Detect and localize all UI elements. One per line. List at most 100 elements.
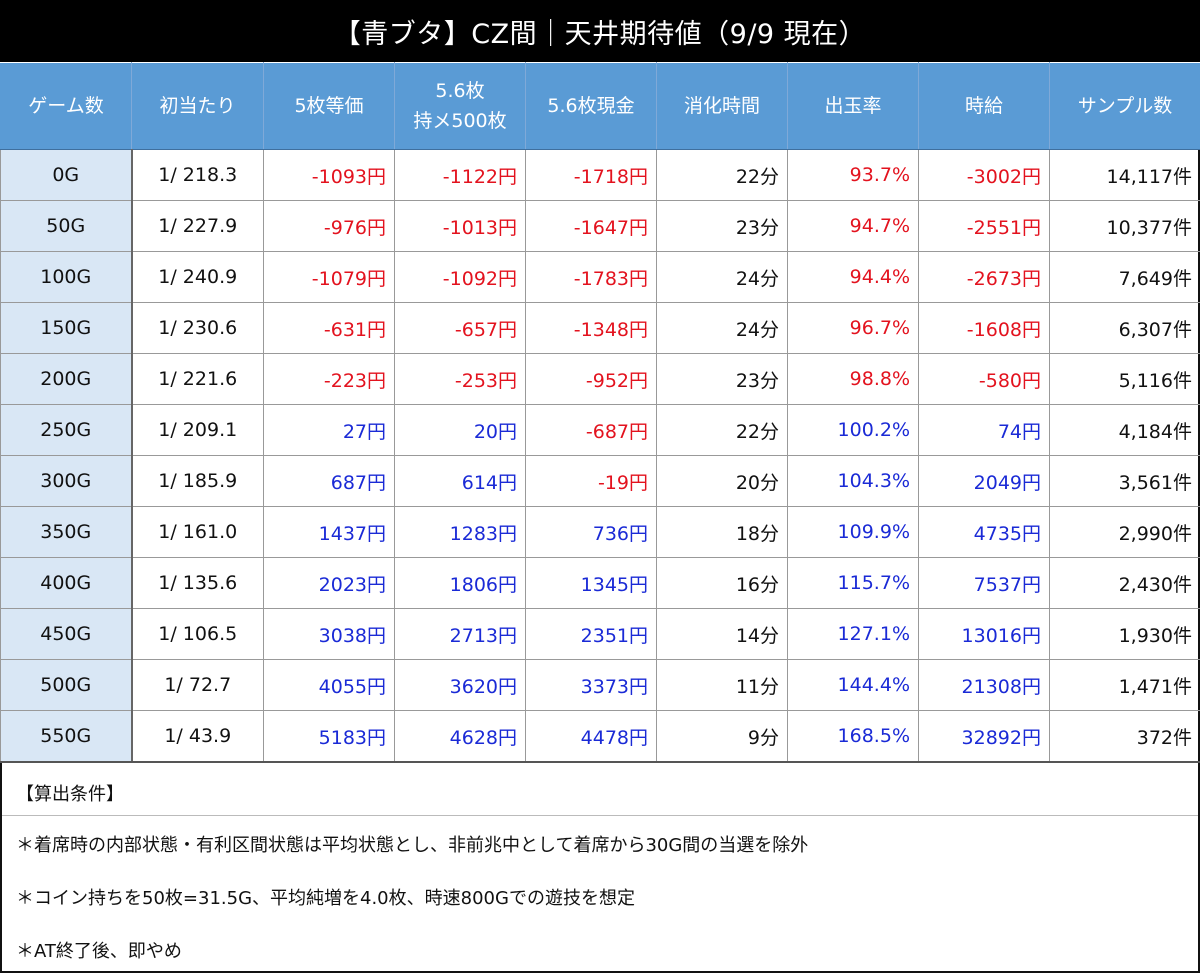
play-time-cell: 16分 <box>657 558 788 609</box>
game-count-cell: 500G <box>1 660 132 711</box>
play-time-cell: 23分 <box>657 354 788 405</box>
play-time-cell: 24分 <box>657 303 788 354</box>
hold-medal-cell: -657円 <box>395 303 526 354</box>
conditions-heading: 【算出条件】 <box>2 770 1198 816</box>
first-hit-cell: 1/ 135.6 <box>132 558 264 609</box>
hold-medal-cell: 1283円 <box>395 507 526 558</box>
column-header-line: サンプル数 <box>1050 91 1200 121</box>
payout-rate-cell: 93.7% <box>788 150 919 201</box>
column-header-line: 初当たり <box>132 91 263 121</box>
payout-rate-cell: 109.9% <box>788 507 919 558</box>
game-count-cell: 0G <box>1 150 132 201</box>
first-hit-cell: 1/ 185.9 <box>132 456 264 507</box>
game-count-cell: 350G <box>1 507 132 558</box>
sample-count-cell: 1,471件 <box>1050 660 1200 711</box>
payout-rate-cell: 127.1% <box>788 609 919 660</box>
hourly-wage-cell: 74円 <box>919 405 1050 456</box>
equal-5-cell: 1437円 <box>264 507 395 558</box>
hourly-wage-cell: 13016円 <box>919 609 1050 660</box>
play-time-cell: 22分 <box>657 405 788 456</box>
condition-note: ＊着席時の内部状態・有利区間状態は平均状態とし、非前兆中として着席から30G間の… <box>16 817 1198 870</box>
sample-count-cell: 372件 <box>1050 711 1200 763</box>
column-header-play-time: 消化時間 <box>657 63 788 150</box>
cash-cell: 4478円 <box>526 711 657 763</box>
first-hit-cell: 1/ 43.9 <box>132 711 264 763</box>
equal-5-cell: 3038円 <box>264 609 395 660</box>
play-time-cell: 20分 <box>657 456 788 507</box>
page-title: 【青ブタ】CZ間｜天井期待値（9/9 現在） <box>0 0 1200 62</box>
cash-cell: -1783円 <box>526 252 657 303</box>
equal-5-cell: -976円 <box>264 201 395 252</box>
cash-cell: -19円 <box>526 456 657 507</box>
column-header-line: 消化時間 <box>657 91 787 121</box>
column-header-game-count: ゲーム数 <box>1 63 132 150</box>
game-count-cell: 200G <box>1 354 132 405</box>
column-header-sample-count: サンプル数 <box>1050 63 1200 150</box>
equal-5-cell: -631円 <box>264 303 395 354</box>
hold-medal-cell: -1092円 <box>395 252 526 303</box>
play-time-cell: 14分 <box>657 609 788 660</box>
hourly-wage-cell: -3002円 <box>919 150 1050 201</box>
hourly-wage-cell: 4735円 <box>919 507 1050 558</box>
payout-rate-cell: 168.5% <box>788 711 919 763</box>
play-time-cell: 22分 <box>657 150 788 201</box>
equal-5-cell: 27円 <box>264 405 395 456</box>
payout-rate-cell: 104.3% <box>788 456 919 507</box>
hourly-wage-cell: 2049円 <box>919 456 1050 507</box>
cash-cell: 736円 <box>526 507 657 558</box>
hold-medal-cell: 3620円 <box>395 660 526 711</box>
column-header-line: 5.6枚 <box>395 76 525 106</box>
equal-5-cell: 2023円 <box>264 558 395 609</box>
sample-count-cell: 6,307件 <box>1050 303 1200 354</box>
hourly-wage-cell: 32892円 <box>919 711 1050 763</box>
sample-count-cell: 3,561件 <box>1050 456 1200 507</box>
sample-count-cell: 7,649件 <box>1050 252 1200 303</box>
cash-cell: -1718円 <box>526 150 657 201</box>
first-hit-cell: 1/ 240.9 <box>132 252 264 303</box>
game-count-cell: 100G <box>1 252 132 303</box>
hold-medal-cell: 4628円 <box>395 711 526 763</box>
game-count-cell: 150G <box>1 303 132 354</box>
first-hit-cell: 1/ 221.6 <box>132 354 264 405</box>
cash-cell: 1345円 <box>526 558 657 609</box>
column-header-line: 持メ500枚 <box>395 106 525 136</box>
payout-rate-cell: 96.7% <box>788 303 919 354</box>
column-header-hold-medal-500: 5.6枚持メ500枚 <box>395 63 526 150</box>
play-time-cell: 18分 <box>657 507 788 558</box>
cash-cell: -687円 <box>526 405 657 456</box>
game-count-cell: 550G <box>1 711 132 763</box>
column-header-line: ゲーム数 <box>1 91 131 121</box>
game-count-cell: 400G <box>1 558 132 609</box>
sample-count-cell: 10,377件 <box>1050 201 1200 252</box>
payout-rate-cell: 94.7% <box>788 201 919 252</box>
equal-5-cell: -1079円 <box>264 252 395 303</box>
sample-count-cell: 5,116件 <box>1050 354 1200 405</box>
sample-count-cell: 2,430件 <box>1050 558 1200 609</box>
column-header-line: 出玉率 <box>788 91 918 121</box>
cash-cell: 2351円 <box>526 609 657 660</box>
first-hit-cell: 1/ 209.1 <box>132 405 264 456</box>
game-count-cell: 450G <box>1 609 132 660</box>
cash-cell: -1348円 <box>526 303 657 354</box>
hourly-wage-cell: -2551円 <box>919 201 1050 252</box>
condition-note: ＊AT終了後、即やめ <box>16 923 1198 976</box>
column-header-hourly-wage: 時給 <box>919 63 1050 150</box>
column-header-line: 5.6枚現金 <box>526 91 656 121</box>
column-header-line: 5枚等価 <box>264 91 394 121</box>
payout-rate-cell: 100.2% <box>788 405 919 456</box>
play-time-cell: 23分 <box>657 201 788 252</box>
hourly-wage-cell: 21308円 <box>919 660 1050 711</box>
hold-medal-cell: 2713円 <box>395 609 526 660</box>
first-hit-cell: 1/ 230.6 <box>132 303 264 354</box>
game-count-cell: 300G <box>1 456 132 507</box>
play-time-cell: 9分 <box>657 711 788 763</box>
first-hit-cell: 1/ 227.9 <box>132 201 264 252</box>
